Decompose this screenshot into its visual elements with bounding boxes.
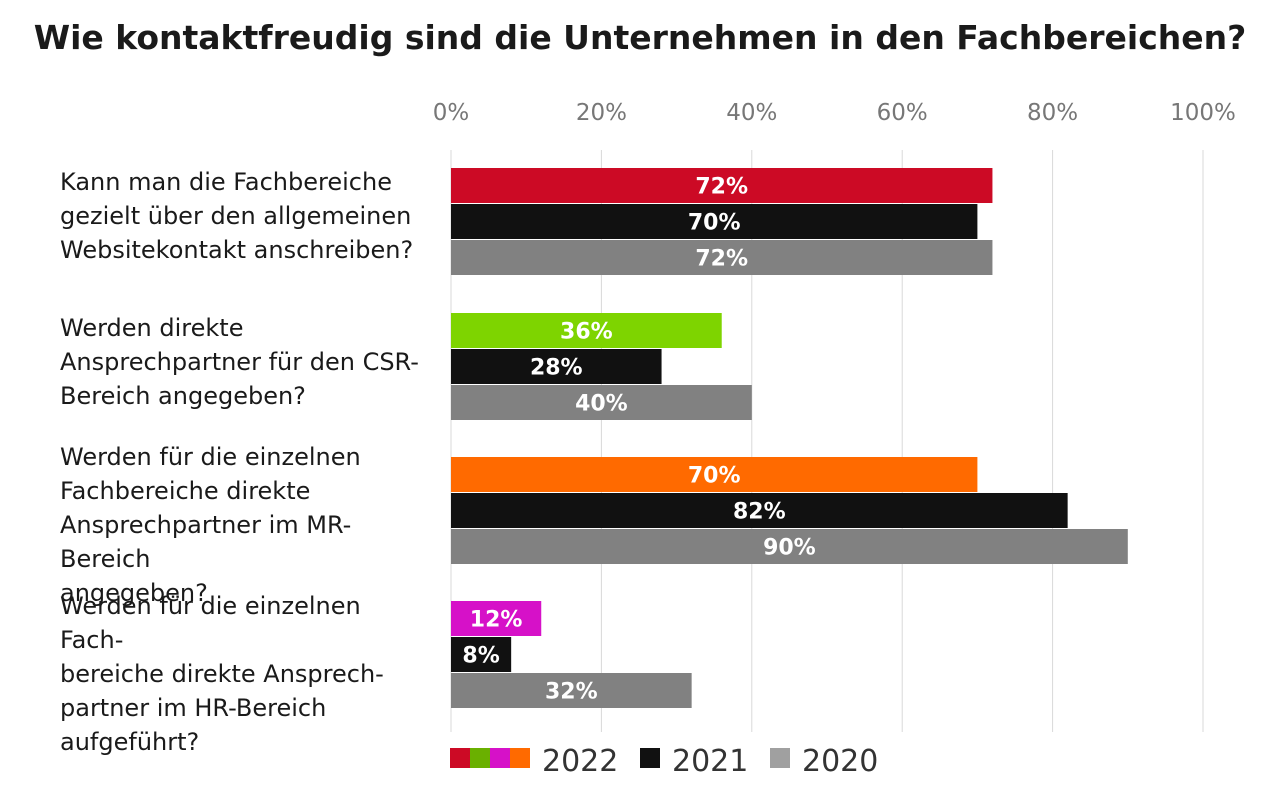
category-label-website-contact: Kann man die Fachbereiche gezielt über d… [60, 168, 414, 264]
bar [451, 673, 692, 708]
legend-swatch [510, 748, 530, 768]
bar-value-label: 90% [763, 536, 816, 561]
legend-swatch [470, 748, 490, 768]
bar-value-label: 28% [530, 356, 583, 381]
category-label-mr: Werden für die einzelnen Fachbereiche di… [60, 443, 361, 607]
bar-value-label: 72% [695, 247, 748, 272]
bar-value-label: 8% [462, 644, 499, 669]
bar-value-label: 32% [545, 680, 598, 705]
x-tick-label: 0% [433, 100, 470, 126]
bar [451, 601, 542, 636]
bar-value-label: 40% [575, 392, 628, 417]
category-label-csr: Werden direkte Ansprechpartner für den C… [60, 314, 419, 410]
category-label-hr: Werden für die einzelnen Fach- bereiche … [60, 592, 384, 756]
bar [451, 349, 662, 384]
bar-value-label: 72% [695, 175, 748, 200]
x-tick-label: 20% [576, 100, 627, 126]
x-tick-label: 100% [1170, 100, 1236, 126]
x-tick-label: 60% [877, 100, 928, 126]
chart-title: Wie kontaktfreudig sind die Unternehmen … [33, 18, 1247, 57]
bar-value-label: 12% [470, 608, 523, 633]
legend-swatch [450, 748, 470, 768]
bar-value-label: 70% [688, 211, 741, 236]
bar-value-label: 82% [733, 500, 786, 525]
x-tick-label: 40% [726, 100, 777, 126]
bar-value-label: 36% [560, 320, 613, 345]
bar [451, 529, 1128, 564]
legend-label: 2020 [802, 744, 878, 779]
bar [451, 313, 722, 348]
legend-label: 2022 [542, 744, 618, 779]
bar [451, 240, 993, 275]
bar [451, 168, 993, 203]
legend-label: 2021 [672, 744, 748, 779]
bar [451, 457, 978, 492]
bar-value-label: 70% [688, 464, 741, 489]
legend-swatch [490, 748, 510, 768]
legend-swatch [770, 748, 790, 768]
bar [451, 637, 512, 672]
bar [451, 204, 978, 239]
bar [451, 385, 752, 420]
x-tick-label: 80% [1027, 100, 1078, 126]
legend-swatch [640, 748, 660, 768]
bar [451, 493, 1068, 528]
